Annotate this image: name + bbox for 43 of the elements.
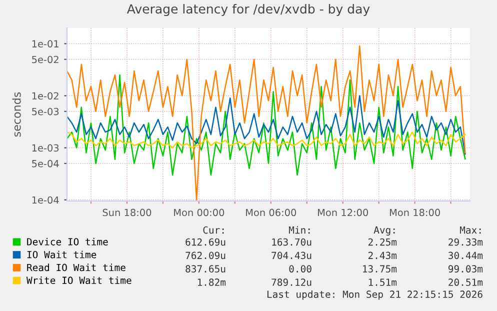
text: 762.09u (186, 252, 226, 260)
text: 789.12u (272, 278, 312, 286)
line-series (67, 45, 466, 200)
x-tick-label: Mon 00:00 (174, 208, 224, 216)
text: 0.00 (289, 265, 312, 273)
text: 704.43u (272, 252, 312, 260)
text: 2.25m (368, 238, 397, 246)
text: 20.51m (448, 278, 483, 286)
text: Max: (460, 226, 481, 234)
text: Cur: (203, 226, 224, 234)
y-tick-label: 1e-02 (32, 92, 58, 100)
legend-label: Device IO time (27, 238, 108, 246)
legend-label: Write IO Wait time (26, 276, 132, 284)
line-series (67, 95, 466, 155)
y-axis-title: seconds (12, 92, 21, 137)
x-tick-label: Mon 12:00 (318, 208, 368, 216)
y-tick-label: 5e-04 (32, 160, 59, 168)
text: 612.69u (186, 238, 226, 246)
text: 29.33m (448, 238, 483, 246)
x-tick-label: Mon 18:00 (390, 208, 440, 216)
text: 163.70u (272, 238, 312, 246)
text: 99.03m (448, 265, 483, 273)
x-tick-label: Mon 06:00 (246, 208, 296, 216)
text: 1.82m (198, 278, 226, 286)
text: Last update: Mon Sep 21 22:15:15 2026 (267, 290, 482, 300)
text: 837.65u (186, 265, 226, 273)
y-tick-label: 1e-03 (32, 144, 59, 152)
text: Avg: (374, 226, 395, 236)
y-tick-label: 5e-02 (32, 56, 58, 64)
text: 1.51m (368, 278, 397, 286)
text: 13.75m (363, 265, 397, 273)
legend-label: IO Wait time (27, 250, 96, 258)
text: 2.43m (368, 252, 397, 260)
text: Min: (288, 226, 310, 234)
chart-title: Average latency for /dev/xvdb - by day (126, 4, 370, 16)
y-tick-label: 1e-04 (32, 196, 59, 204)
x-tick-label: Sun 18:00 (102, 208, 152, 216)
line-series (67, 74, 466, 176)
line-series (67, 131, 466, 148)
y-tick-label: 1e-01 (32, 40, 58, 48)
text: 30.44m (448, 252, 483, 260)
y-tick-label: 5e-03 (32, 108, 59, 116)
legend-label: Read IO Wait time (27, 264, 126, 272)
